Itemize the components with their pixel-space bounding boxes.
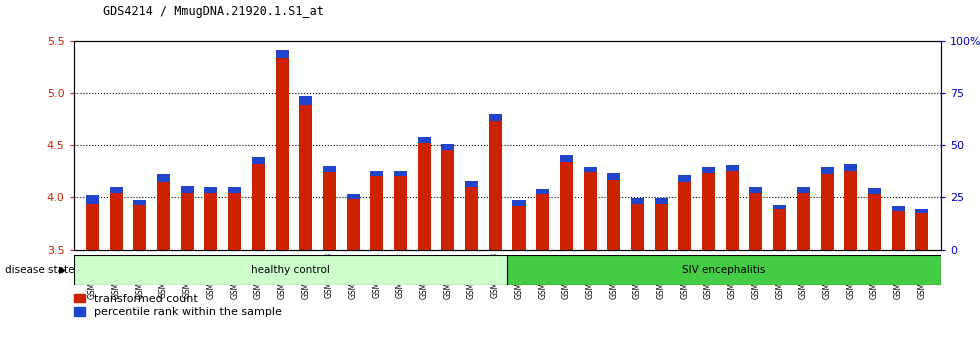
Bar (441, 144, 455, 150)
Bar (536, 189, 549, 194)
Bar (394, 171, 407, 176)
Bar (74, 255, 508, 285)
Bar (844, 164, 858, 171)
Bar (466, 187, 478, 250)
Bar (133, 200, 146, 205)
Bar (868, 188, 881, 194)
Bar (508, 255, 941, 285)
Bar (773, 205, 786, 209)
Bar (347, 199, 360, 250)
Bar (608, 179, 620, 250)
Bar (157, 182, 171, 250)
Bar (513, 206, 525, 250)
Bar (370, 176, 383, 250)
Bar (844, 171, 858, 250)
Bar (394, 176, 407, 250)
Bar (797, 193, 809, 250)
Bar (347, 194, 360, 199)
Text: disease state: disease state (5, 265, 74, 275)
Bar (157, 175, 171, 182)
Bar (750, 193, 762, 250)
Bar (702, 167, 715, 173)
Bar (489, 121, 502, 250)
Bar (86, 195, 99, 204)
Bar (322, 172, 336, 250)
Bar (417, 137, 431, 143)
Bar (655, 198, 667, 204)
Bar (678, 176, 692, 182)
Bar (915, 213, 928, 250)
Bar (608, 173, 620, 179)
Bar (252, 156, 265, 164)
Bar (583, 167, 597, 172)
Text: healthy control: healthy control (251, 265, 329, 275)
Bar (631, 204, 644, 250)
Bar (820, 175, 834, 250)
Bar (275, 58, 288, 250)
Bar (228, 193, 241, 250)
Bar (86, 204, 99, 250)
Text: GDS4214 / MmugDNA.21920.1.S1_at: GDS4214 / MmugDNA.21920.1.S1_at (103, 5, 323, 18)
Bar (322, 166, 336, 172)
Bar (750, 187, 762, 193)
Bar (110, 193, 122, 250)
Bar (797, 187, 809, 193)
Text: ▶: ▶ (59, 265, 67, 275)
Bar (299, 105, 313, 250)
Bar (441, 150, 455, 250)
Bar (252, 164, 265, 250)
Bar (513, 200, 525, 206)
Bar (133, 205, 146, 250)
Bar (560, 155, 573, 162)
Bar (466, 181, 478, 187)
Bar (915, 209, 928, 213)
Bar (702, 173, 715, 250)
Bar (726, 171, 739, 250)
Legend: transformed count, percentile rank within the sample: transformed count, percentile rank withi… (74, 294, 281, 318)
Bar (773, 209, 786, 250)
Bar (228, 187, 241, 193)
Bar (726, 165, 739, 171)
Bar (892, 211, 905, 250)
Bar (205, 193, 218, 250)
Bar (892, 206, 905, 211)
Bar (205, 187, 218, 193)
Bar (678, 182, 692, 250)
Bar (655, 204, 667, 250)
Bar (110, 187, 122, 193)
Bar (180, 186, 194, 193)
Bar (370, 171, 383, 176)
Bar (560, 162, 573, 250)
Bar (583, 172, 597, 250)
Bar (631, 198, 644, 204)
Bar (820, 167, 834, 175)
Bar (536, 194, 549, 250)
Text: SIV encephalitis: SIV encephalitis (682, 265, 765, 275)
Bar (299, 96, 313, 105)
Bar (489, 114, 502, 121)
Bar (417, 143, 431, 250)
Bar (868, 194, 881, 250)
Bar (180, 193, 194, 250)
Bar (275, 50, 288, 58)
